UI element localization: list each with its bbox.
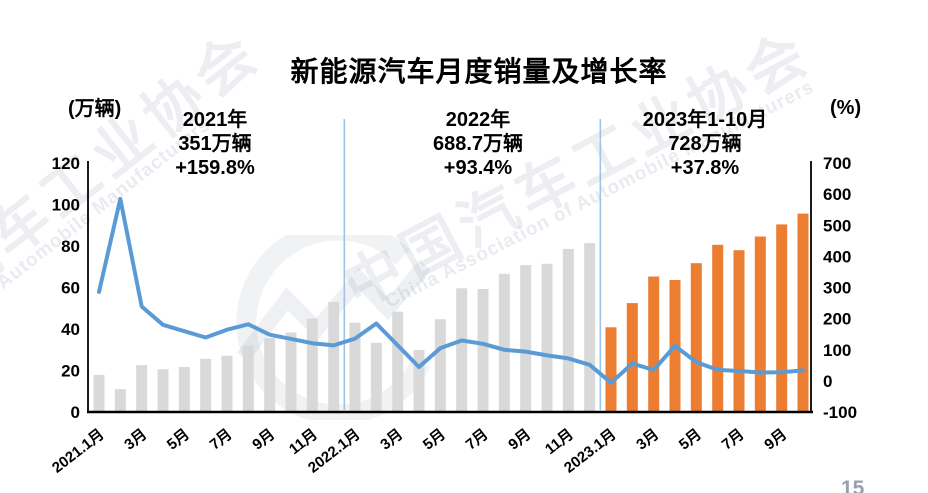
growth-rate-line <box>97 196 805 385</box>
sales-bar <box>242 345 254 412</box>
left-axis-tick-label: 80 <box>61 237 80 256</box>
left-axis-tick-label: 0 <box>71 403 80 422</box>
sales-bar <box>605 327 617 412</box>
sales-bar <box>285 332 297 412</box>
x-axis-tick-label: 7月 <box>207 426 236 454</box>
left-axis-tick-label: 100 <box>52 196 80 215</box>
sales-bar <box>306 318 318 412</box>
sales-bar <box>541 263 553 412</box>
sales-bar <box>626 303 638 412</box>
x-axis-tick-label: 5月 <box>676 426 705 454</box>
right-axis-tick-label: 400 <box>823 247 851 266</box>
annotation-year: 2021年 <box>182 109 248 131</box>
sales-bar <box>136 365 148 412</box>
x-axis-tick-label: 9月 <box>505 426 534 454</box>
right-axis-tick-label: 500 <box>823 216 851 235</box>
sales-bar <box>477 289 489 412</box>
annotation-year: 2023年1-10月 <box>642 109 768 131</box>
sales-bar <box>776 224 788 412</box>
x-axis-tick-label: 11月 <box>542 426 577 458</box>
sales-bar <box>114 389 126 412</box>
sales-bar <box>754 236 766 412</box>
x-axis-tick-label: 3月 <box>121 426 150 454</box>
left-axis-tick-label: 60 <box>61 279 80 298</box>
right-axis-tick-label: 0 <box>823 372 832 391</box>
sales-bar <box>349 322 361 412</box>
sales-bar <box>413 350 425 412</box>
annotation-2022: 2022年 688.7万辆 +93.4% <box>363 108 593 180</box>
sales-bar <box>520 265 532 412</box>
sales-bar <box>648 276 660 412</box>
left-axis-unit-label: (万辆) <box>68 98 122 120</box>
page-number: 15 <box>841 477 865 493</box>
annotation-growth: +93.4% <box>443 157 513 179</box>
sales-bar <box>584 243 596 412</box>
annotation-total: 728万辆 <box>668 133 742 155</box>
sales-bar <box>434 319 446 412</box>
right-axis-tick-label: 300 <box>823 279 851 298</box>
annotation-year: 2022年 <box>445 109 511 131</box>
sales-bar <box>221 355 233 412</box>
right-axis-tick-label: 700 <box>823 154 851 173</box>
left-axis-tick-label: 120 <box>52 154 80 173</box>
annotation-2023: 2023年1-10月 728万辆 +37.8% <box>590 108 820 180</box>
sales-bar <box>370 342 382 412</box>
x-axis-tick-label: 7月 <box>463 426 492 454</box>
sales-bar <box>264 337 276 412</box>
chart-title: 新能源汽车月度销量及增长率 <box>290 56 668 87</box>
x-axis-tick-label: 5月 <box>420 426 449 454</box>
sales-bar <box>93 374 105 412</box>
sales-bar <box>157 369 169 412</box>
sales-bar <box>200 358 212 412</box>
sales-bar <box>498 273 510 412</box>
sales-bar <box>392 311 404 412</box>
sales-bar <box>690 263 702 412</box>
left-axis-tick-label: 20 <box>61 362 80 381</box>
sales-bar <box>178 367 190 412</box>
sales-bar <box>712 244 724 412</box>
x-axis-tick-label: 7月 <box>719 426 748 454</box>
x-axis-tick-label: 3月 <box>377 426 406 454</box>
x-axis-tick-label: 5月 <box>164 426 193 454</box>
x-axis-tick-label: 9月 <box>761 426 790 454</box>
right-axis-tick-label: 600 <box>823 185 851 204</box>
right-axis-tick-label: -100 <box>823 403 857 422</box>
x-axis-tick-label: 9月 <box>249 426 278 454</box>
annotation-total: 688.7万辆 <box>432 133 524 155</box>
sales-bar <box>456 288 468 412</box>
sales-bar <box>328 301 340 412</box>
annotation-growth: +37.8% <box>670 157 740 179</box>
annotation-2021: 2021年 351万辆 +159.8% <box>100 108 330 180</box>
x-axis-tick-label: 3月 <box>633 426 662 454</box>
right-axis-tick-label: 100 <box>823 341 851 360</box>
x-axis-tick-label: 11月 <box>286 426 321 458</box>
annotation-growth: +159.8% <box>175 157 255 179</box>
sales-bar <box>562 248 574 412</box>
right-axis-tick-label: 200 <box>823 310 851 329</box>
sales-bar <box>797 213 809 412</box>
annotation-total: 351万辆 <box>178 133 252 155</box>
sales-bar <box>733 250 745 412</box>
x-axis-tick-label: 2021.1月 <box>49 426 107 477</box>
left-axis-tick-label: 40 <box>61 320 80 339</box>
right-axis-unit-label: (%) <box>830 97 862 119</box>
